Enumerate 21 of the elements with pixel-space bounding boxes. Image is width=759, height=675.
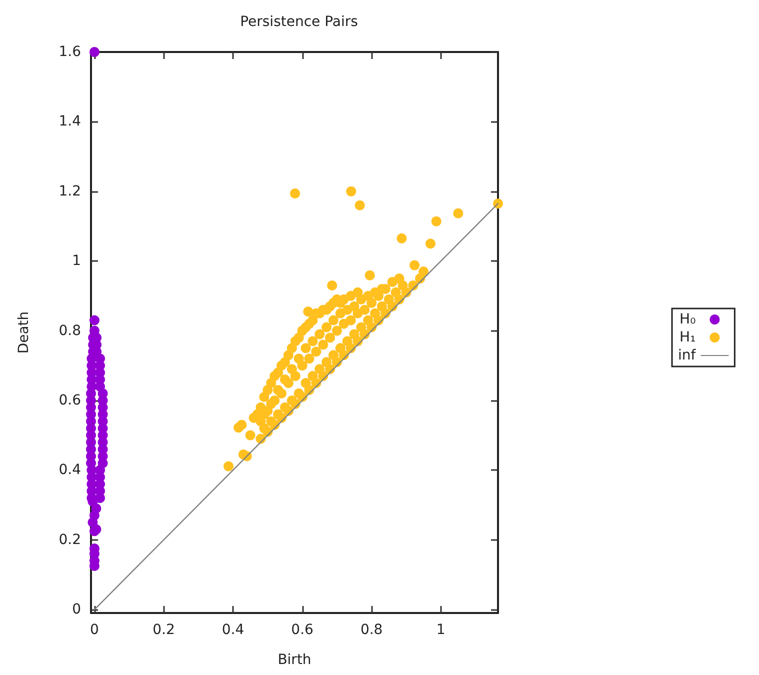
y-tick-label: 1.4 (58, 114, 82, 130)
y-tick-label: 0.2 (58, 532, 81, 548)
x-tick-label: 0.8 (360, 622, 383, 638)
legend-label: inf (678, 348, 697, 364)
y-tick-label: 1.6 (58, 44, 82, 60)
y-tick-label: 1 (72, 253, 81, 270)
x-tick-label: 0.4 (222, 622, 244, 638)
y-tick-label: 1.2 (58, 183, 81, 200)
x-tick-label: 1 (436, 622, 446, 638)
y-tick-label: 0.6 (58, 392, 82, 408)
x-tick-label: 0 (90, 622, 99, 638)
y-tick-label: 0.8 (58, 322, 81, 339)
y-tick-label: 0 (72, 602, 81, 618)
x-tick-label: 0.6 (291, 622, 314, 638)
x-tick-label: 0.2 (152, 622, 175, 638)
chart-title: Persistence Pairs (240, 14, 358, 30)
y-tick-label: 0.4 (58, 462, 82, 478)
x-axis-title: Birth (278, 652, 312, 668)
legend-label: H₁ (680, 330, 696, 346)
legend-label: H₀ (680, 312, 696, 328)
y-axis-title: Death (16, 311, 32, 354)
